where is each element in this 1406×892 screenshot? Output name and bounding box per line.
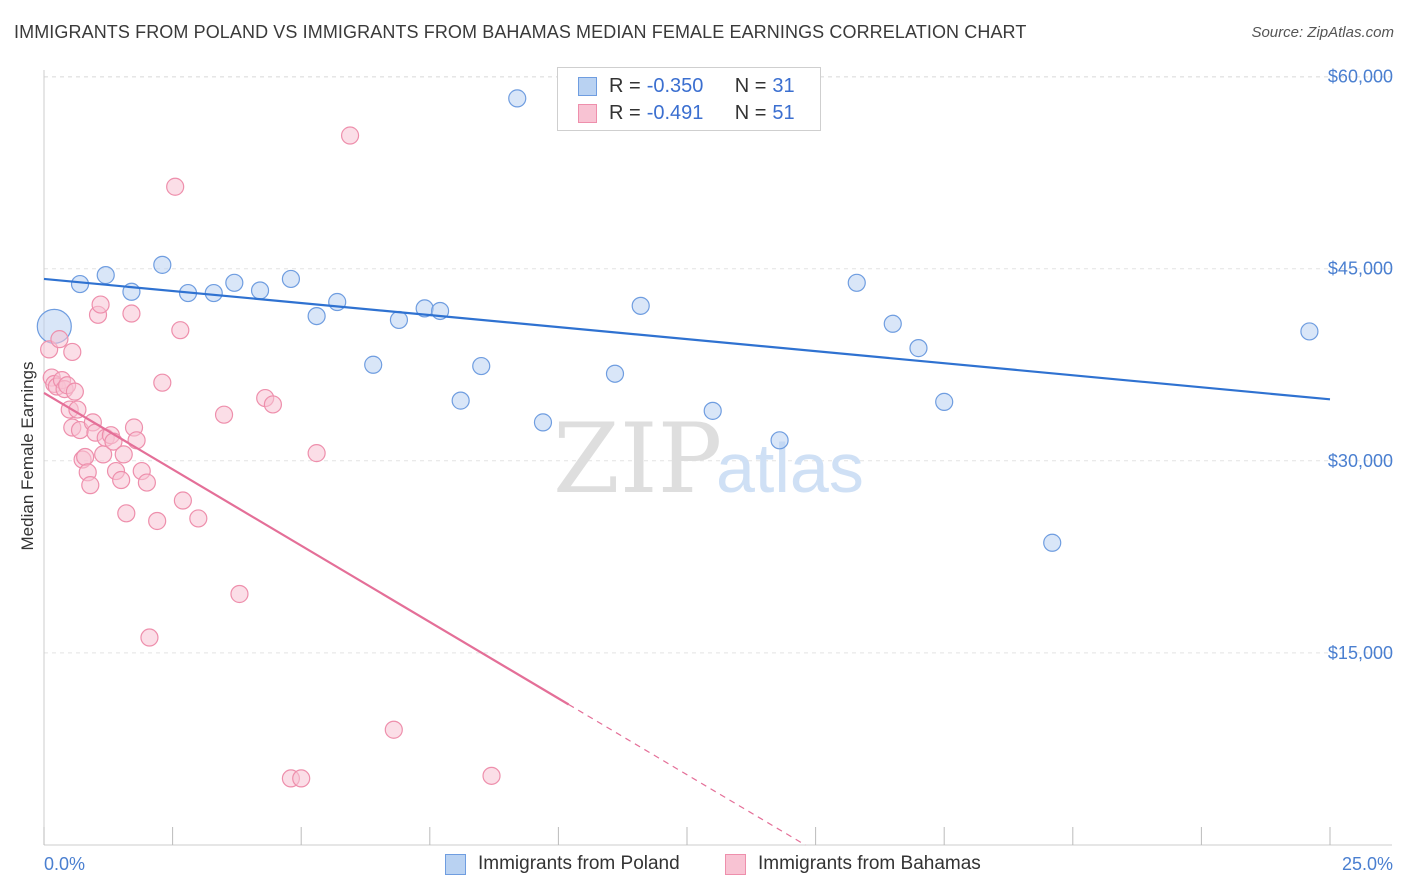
watermark: ZIP atlas [553,403,864,515]
poland-point [909,339,928,358]
legend-row-poland: R = -0.350 N = 31 [558,73,795,99]
bahamas-point [137,473,156,492]
bahamas-point [153,373,172,392]
y-tick-label: $15,000 [1328,643,1393,663]
poland-point [1043,533,1062,552]
legend-n-label: N = [734,101,767,124]
bahamas-point [189,509,208,528]
poland-point [631,296,650,315]
bahamas-point [171,321,190,340]
bahamas-point [91,295,110,314]
poland-point [307,306,326,326]
bahamas-point [148,511,167,531]
watermark-atlas: atlas [716,429,864,507]
poland-point [96,266,115,285]
bahamas-point [482,766,501,785]
poland-point [1300,322,1319,341]
bahamas-point [68,400,87,419]
bahamas-point [114,445,133,464]
poland-point [533,413,553,432]
series-legend-swatch-poland [445,853,466,875]
bahamas-point [230,584,249,604]
y-tick-label: $60,000 [1328,67,1393,87]
x-tick-label-max: 25.0% [1342,854,1393,874]
x-axis-ticks [43,827,1331,845]
series-legend-label-poland: Immigrants from Poland [478,853,680,874]
trend-lines [43,277,1331,846]
poland-point [250,281,270,300]
legend-n-label: N = [734,74,767,97]
legend-swatch-bahamas [578,103,597,123]
poland-point [153,255,172,274]
legend-r-label: R = [609,74,641,97]
series-legend-poland: Immigrants from Poland [445,852,680,876]
y-axis-label: Median Female Earnings [18,362,37,551]
correlation-legend: R = -0.350 N = 31 R = -0.491 N = 51 [557,67,821,131]
poland-point [703,401,722,420]
bahamas-point [340,126,360,145]
trend-line-bahamas-extension [568,703,806,846]
y-axis-ticks: $15,000 $30,000 $45,000 $60,000 [1328,67,1393,663]
bahamas-point [384,720,403,739]
poland-point [883,314,902,333]
bahamas-point [65,382,84,401]
series-bahamas-points [40,126,501,788]
legend-n-value: 31 [772,74,795,97]
bahamas-point [307,444,326,463]
poland-point [451,391,470,410]
bahamas-point [263,395,283,414]
bahamas-point [173,491,192,510]
bahamas-point [63,342,82,362]
bahamas-point [127,431,146,450]
poland-point [225,273,244,292]
legend-swatch-poland [578,76,597,96]
chart-title: IMMIGRANTS FROM POLAND VS IMMIGRANTS FRO… [14,22,1027,42]
legend-r-value: -0.350 [646,74,704,97]
poland-point [281,269,301,289]
trend-line-poland [43,277,1331,401]
x-tick-label-min: 0.0% [44,854,85,874]
series-legend-swatch-bahamas [725,853,746,875]
grid-lines [44,76,1392,654]
poland-point [389,310,409,330]
bahamas-point [292,769,311,788]
poland-point [508,89,527,108]
y-tick-label: $45,000 [1328,259,1393,279]
poland-point [364,355,383,374]
legend-n-value: 51 [772,101,795,124]
legend-row-bahamas: R = -0.491 N = 51 [558,100,795,126]
trend-line-bahamas [43,391,570,706]
poland-point [935,392,954,411]
bahamas-point [76,447,95,467]
poland-point [770,431,789,450]
poland-point [847,273,866,292]
watermark-zip: ZIP [553,403,722,515]
poland-point [70,274,90,294]
bahamas-point [81,476,100,495]
bahamas-point [122,304,141,323]
bahamas-point [117,504,136,523]
poland-point [605,364,625,383]
source-label: Source: ZipAtlas.com [1251,24,1394,41]
series-legend-bahamas: Immigrants from Bahamas [725,852,981,876]
legend-r-value: -0.491 [646,101,704,124]
poland-point [472,356,491,376]
bahamas-point [214,405,234,424]
legend-r-label: R = [609,101,641,124]
bahamas-point [50,330,69,349]
poland-point [204,283,223,303]
bahamas-point [112,470,131,490]
bahamas-point [166,177,185,196]
y-tick-label: $30,000 [1328,451,1393,471]
bahamas-point [140,628,159,647]
series-legend-label-bahamas: Immigrants from Bahamas [758,853,981,874]
